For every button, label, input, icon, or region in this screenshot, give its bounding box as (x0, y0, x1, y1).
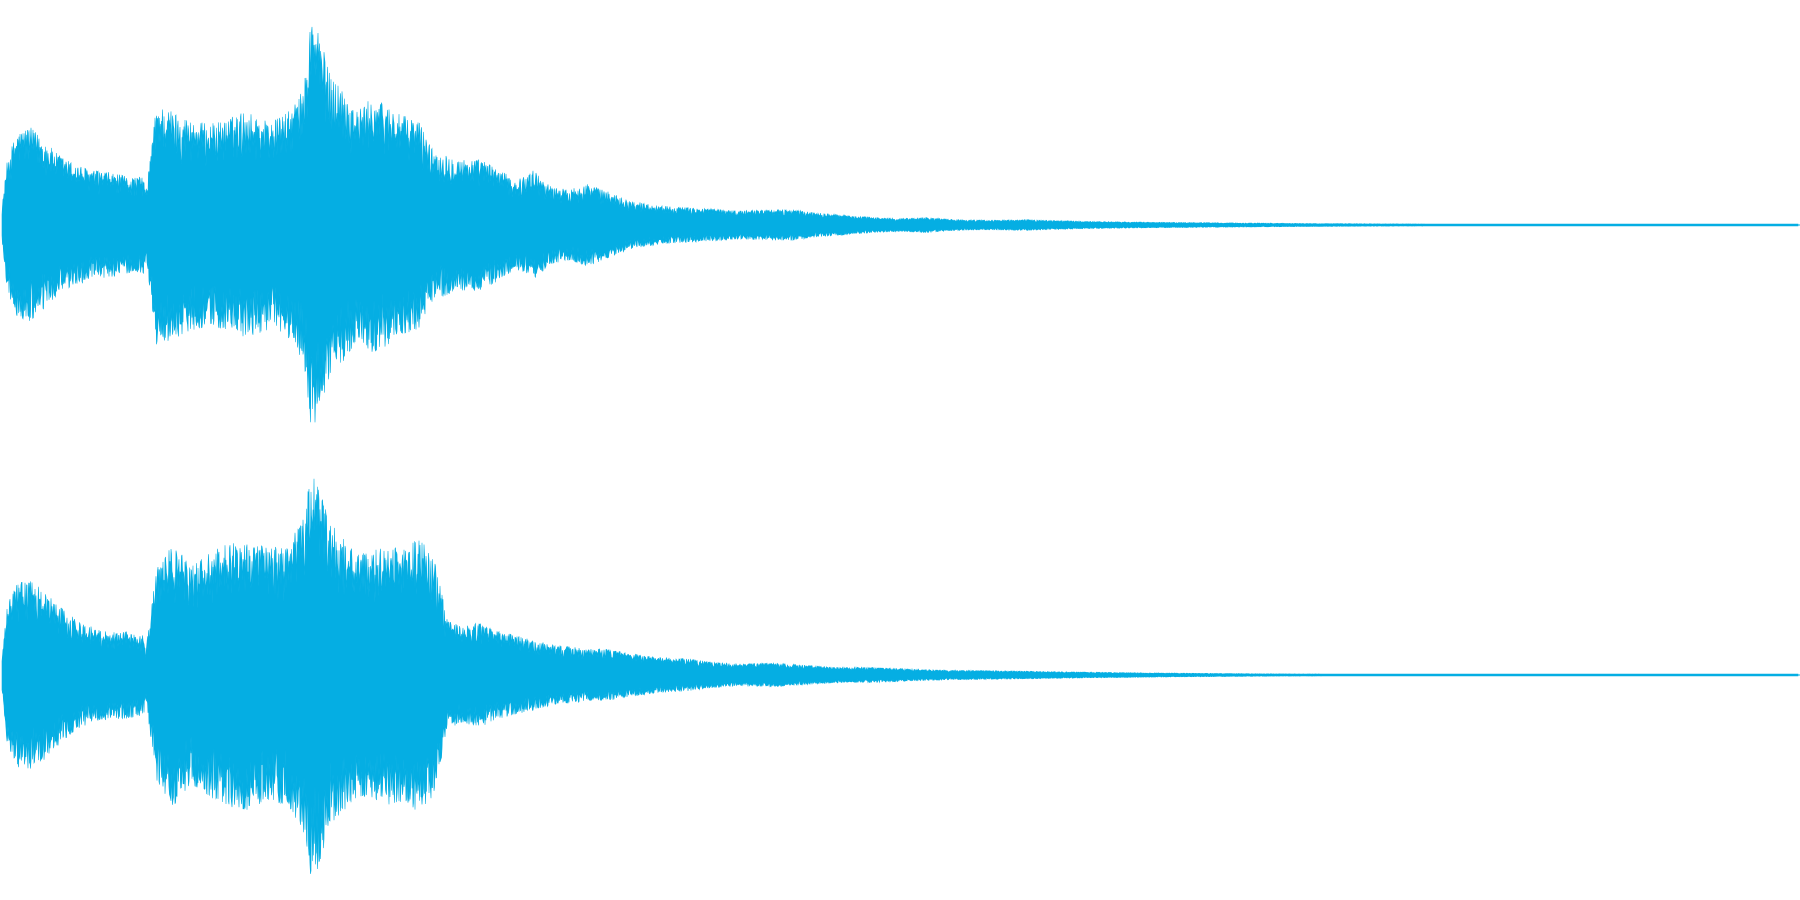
channel-2-envelope (1, 478, 1799, 874)
channel-2-waveform (1, 478, 1800, 874)
channel-1-waveform (1, 26, 1800, 423)
